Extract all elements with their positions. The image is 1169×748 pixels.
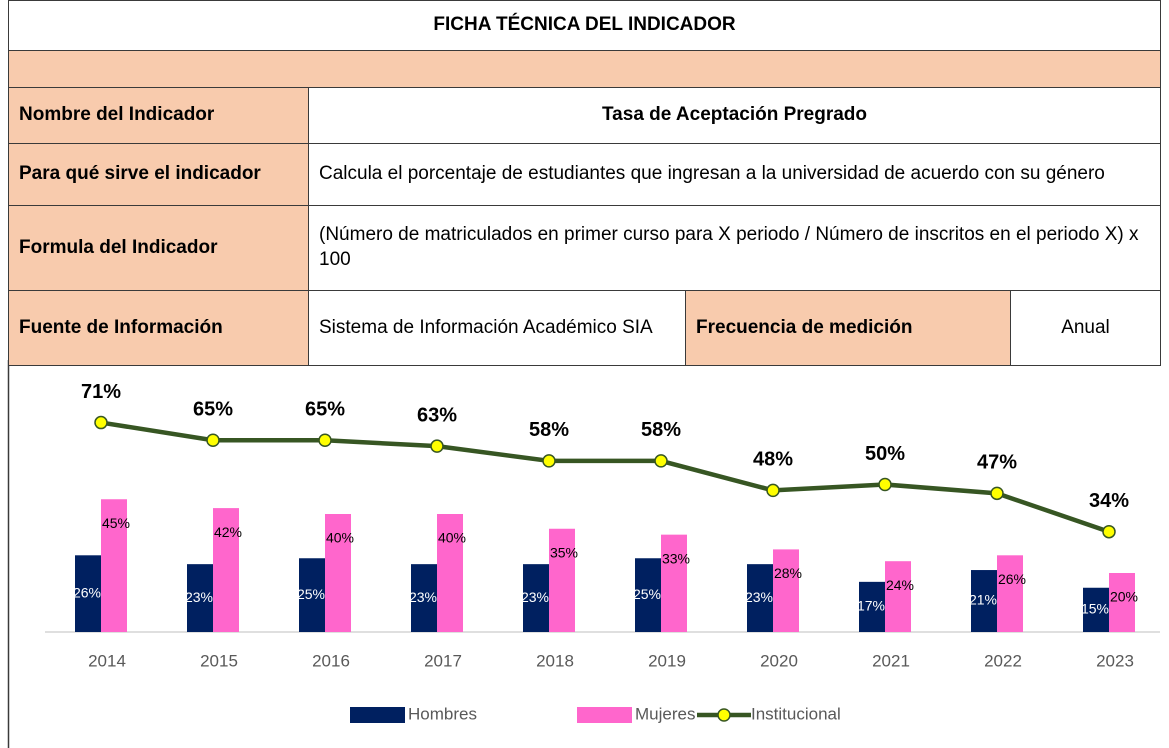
data-label: 35% [550, 544, 578, 560]
data-label: 40% [326, 530, 354, 546]
x-tick-label: 2023 [1096, 651, 1134, 670]
bar [187, 564, 213, 632]
data-label: 23% [521, 589, 549, 605]
data-label: 63% [417, 404, 457, 426]
row-label: Frecuencia de medición [685, 290, 1011, 366]
bar [299, 558, 325, 632]
x-tick-label: 2015 [200, 651, 238, 670]
row-label: Para qué sirve el indicador [8, 143, 309, 206]
x-tick-label: 2017 [424, 651, 462, 670]
line [100, 420, 1110, 534]
bar [773, 549, 799, 632]
data-label: 26% [73, 584, 101, 600]
x-tick-label: 2016 [312, 651, 350, 670]
data-label: 25% [633, 586, 661, 602]
row-value: Calcula el porcentaje de estudiantes que… [308, 143, 1161, 206]
data-label: 47% [977, 452, 1017, 474]
data-label: 40% [438, 530, 466, 546]
data-label: 23% [409, 589, 437, 605]
data-label: 26% [998, 571, 1026, 587]
data-label: 65% [305, 399, 345, 421]
marker [654, 454, 668, 468]
x-tick-label: 2019 [648, 651, 686, 670]
data-label: 58% [529, 419, 569, 441]
row-label: Nombre del Indicador [8, 87, 309, 144]
bar [549, 528, 575, 632]
legend-marker [717, 708, 731, 722]
marker [878, 477, 892, 492]
bar [1083, 587, 1109, 632]
legend-label: Hombres [408, 704, 477, 723]
data-label: 17% [857, 598, 885, 614]
data-label: 58% [641, 419, 681, 441]
data-label: 21% [969, 592, 997, 608]
data-label: 65% [193, 399, 233, 421]
data-label: 23% [745, 589, 773, 605]
bar [523, 564, 549, 632]
data-label: 23% [185, 589, 213, 605]
spacer-row [8, 50, 1161, 88]
x-tick-label: 2014 [88, 651, 126, 670]
marker [430, 439, 444, 453]
indicator-sheet: FICHA TÉCNICA DEL INDICADOR Nombre del I… [8, 0, 1161, 366]
legend-label: Mujeres [635, 704, 695, 723]
marker [94, 415, 108, 430]
bar [971, 570, 997, 632]
bar [411, 564, 437, 632]
marker [318, 433, 332, 447]
data-label: 15% [1081, 601, 1109, 617]
marker [542, 454, 556, 468]
bar [213, 508, 239, 632]
sheet-title: FICHA TÉCNICA DEL INDICADOR [8, 0, 1161, 51]
marker [1102, 524, 1116, 539]
legend-swatch [577, 707, 632, 723]
row-value: Sistema de Información Académico SIA [308, 290, 686, 366]
bar [325, 514, 351, 632]
row-label: Formula del Indicador [8, 205, 309, 291]
data-label: 25% [297, 586, 325, 602]
data-label: 50% [865, 443, 905, 465]
row-label: Fuente de Información [8, 290, 309, 366]
x-tick-label: 2020 [760, 651, 798, 670]
bar [885, 561, 911, 632]
bar [635, 558, 661, 632]
bar [859, 581, 885, 632]
bar [75, 555, 101, 632]
marker [206, 433, 220, 447]
data-label: 42% [214, 524, 242, 540]
x-tick-label: 2018 [536, 651, 574, 670]
bar [997, 555, 1023, 632]
row-value: Tasa de Aceptación Pregrado [308, 87, 1161, 144]
x-tick-label: 2021 [872, 651, 910, 670]
data-label: 24% [886, 577, 914, 593]
data-label: 71% [81, 381, 121, 403]
bar [437, 514, 463, 632]
marker [766, 483, 780, 498]
data-label: 48% [753, 449, 793, 471]
bar [1109, 573, 1135, 632]
data-label: 28% [774, 565, 802, 581]
row-value: (Número de matriculados en primer curso … [308, 205, 1161, 291]
data-label: 34% [1089, 490, 1129, 512]
data-label: 33% [662, 550, 690, 566]
legend-label: Institucional [751, 704, 841, 723]
data-label: 20% [1110, 589, 1138, 605]
legend-swatch [350, 707, 405, 723]
marker [990, 486, 1004, 501]
x-tick-label: 2022 [984, 651, 1022, 670]
bar [747, 564, 773, 632]
bar [661, 534, 687, 632]
row-value: Anual [1010, 290, 1161, 366]
data-label: 45% [102, 515, 130, 531]
bar [101, 499, 127, 632]
